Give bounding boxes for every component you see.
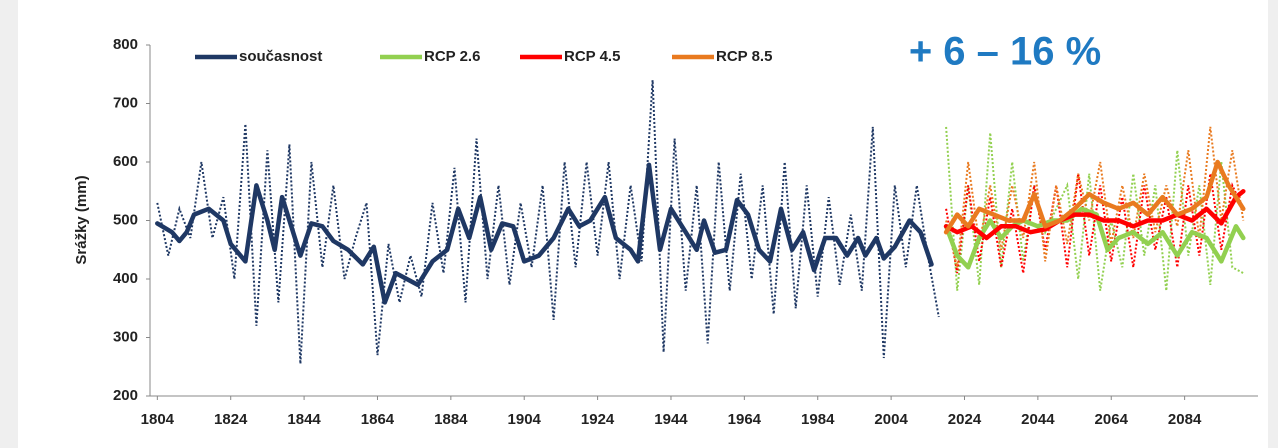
x-tick-label: 1824 xyxy=(214,411,248,428)
x-tick-label: 2084 xyxy=(1168,411,1202,428)
x-tick-label: 1844 xyxy=(287,411,321,428)
x-tick-label: 2004 xyxy=(874,411,908,428)
x-tick-label: 1964 xyxy=(728,411,762,428)
legend-label: RCP 4.5 xyxy=(564,48,620,65)
annual-line xyxy=(945,126,1244,291)
x-tick-label: 1864 xyxy=(361,411,395,428)
x-tick-label: 2064 xyxy=(1095,411,1129,428)
legend-label: RCP 2.6 xyxy=(424,48,480,65)
legend-label: současnost xyxy=(239,48,322,65)
smoothed-line xyxy=(155,162,934,305)
y-tick-label: 300 xyxy=(113,328,138,345)
x-tick-label: 2024 xyxy=(948,411,982,428)
annotation: + 6 – 16 % xyxy=(909,30,1101,74)
y-tick-label: 200 xyxy=(113,387,138,404)
smoothed-line xyxy=(943,159,1246,235)
smoothed-line xyxy=(943,206,1246,270)
x-tick-label: 1804 xyxy=(141,411,175,428)
y-tick-label: 800 xyxy=(113,36,138,53)
y-tick-label: 500 xyxy=(113,211,138,228)
x-tick-label: 1904 xyxy=(508,411,542,428)
x-tick-label: 2044 xyxy=(1021,411,1055,428)
x-tick-label: 1924 xyxy=(581,411,615,428)
x-tick-label: 1944 xyxy=(654,411,688,428)
legend-label: RCP 8.5 xyxy=(716,48,772,65)
x-tick-label: 1984 xyxy=(801,411,835,428)
y-axis-label: Srážky (mm) xyxy=(73,175,90,264)
y-tick-label: 700 xyxy=(113,94,138,111)
annual-line xyxy=(156,80,940,364)
smoothed-line xyxy=(943,189,1246,241)
y-tick-label: 400 xyxy=(113,270,138,287)
x-tick-label: 1884 xyxy=(434,411,468,428)
y-tick-label: 600 xyxy=(113,153,138,170)
